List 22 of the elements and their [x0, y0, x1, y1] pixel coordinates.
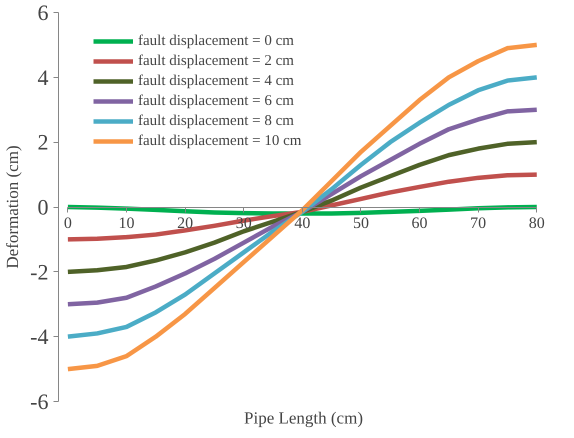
legend-label: fault displacement = 0 cm: [138, 32, 294, 50]
legend-label: fault displacement = 6 cm: [138, 92, 294, 110]
y-axis-title: Deformation (cm): [3, 145, 22, 269]
legend-label: fault displacement = 2 cm: [138, 52, 294, 70]
y-tick-label: 6: [38, 0, 48, 25]
y-tick-label: -4: [30, 324, 48, 350]
y-tick-label: -6: [30, 389, 48, 414]
x-axis-title: Pipe Length (cm): [244, 408, 363, 428]
legend-label: fault displacement = 4 cm: [138, 72, 294, 90]
x-tick-label: 0: [64, 215, 72, 232]
legend-label: fault displacement = 10 cm: [138, 132, 302, 150]
x-tick-label: 80: [528, 215, 545, 232]
y-tick-label: 4: [38, 64, 48, 90]
x-tick-label: 40: [294, 215, 310, 232]
x-tick-label: 50: [352, 215, 369, 232]
x-tick-label: 70: [470, 215, 486, 232]
x-tick-label: 10: [118, 215, 134, 232]
x-tick-label: 20: [177, 215, 194, 232]
x-tick-label: 60: [412, 215, 428, 232]
legend-label: fault displacement = 8 cm: [138, 112, 294, 130]
y-tick-label: 2: [38, 130, 48, 155]
y-tick-label: -2: [30, 259, 48, 284]
